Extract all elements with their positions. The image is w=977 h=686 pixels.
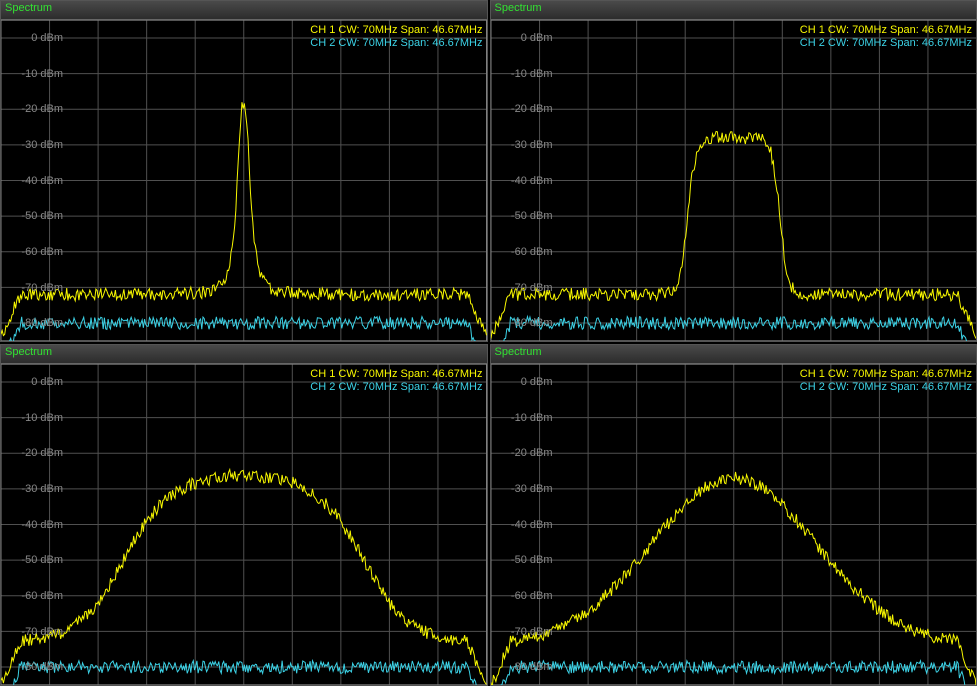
y-tick-label: -40 dBm — [21, 175, 63, 187]
legend: CH 1 CW: 70MHz Span: 46.67MHzCH 2 CW: 70… — [800, 368, 972, 394]
legend-ch2: CH 2 CW: 70MHz Span: 46.67MHz — [800, 37, 972, 50]
spectrum-panel: Spectrum 0 dBm -10 dBm -20 dBm -30 dBm -40 dB… — [0, 0, 488, 342]
y-tick-label: -80 dBm — [511, 661, 553, 673]
spectrum-panel: Spectrum 0 dBm -10 dBm -20 dBm -30 dBm -40 dB… — [490, 0, 977, 342]
legend-ch2: CH 2 CW: 70MHz Span: 46.67MHz — [310, 381, 482, 394]
y-tick-label: 0 dBm — [521, 376, 553, 388]
y-tick-label: -40 dBm — [511, 175, 553, 187]
y-tick-label: 0 dBm — [31, 376, 63, 388]
y-tick-label: -50 dBm — [21, 554, 63, 566]
legend-ch2: CH 2 CW: 70MHz Span: 46.67MHz — [800, 381, 972, 394]
y-tick-label: -20 dBm — [21, 447, 63, 459]
legend: CH 1 CW: 70MHz Span: 46.67MHzCH 2 CW: 70… — [310, 24, 482, 50]
panel-title: Spectrum — [491, 345, 977, 364]
y-tick-label: -40 dBm — [511, 519, 553, 531]
panel-title: Spectrum — [1, 345, 487, 364]
spectrum-panel: Spectrum 0 dBm -10 dBm -20 dBm -30 dBm -40 dB… — [0, 344, 488, 686]
y-tick-label: -30 dBm — [511, 139, 553, 151]
y-tick-label: -60 dBm — [21, 246, 63, 258]
plot-area: 0 dBm -10 dBm -20 dBm -30 dBm -40 dBm -50 dBm… — [1, 364, 487, 685]
y-tick-label: 0 dBm — [31, 32, 63, 44]
y-tick-label: -80 dBm — [21, 661, 63, 673]
legend-ch1: CH 1 CW: 70MHz Span: 46.67MHz — [800, 24, 972, 37]
y-tick-label: -50 dBm — [511, 554, 553, 566]
legend: CH 1 CW: 70MHz Span: 46.67MHzCH 2 CW: 70… — [310, 368, 482, 394]
y-tick-label: -10 dBm — [511, 412, 553, 424]
y-tick-label: -10 dBm — [511, 68, 553, 80]
y-tick-label: -70 dBm — [21, 626, 63, 638]
y-tick-label: -30 dBm — [511, 483, 553, 495]
legend: CH 1 CW: 70MHz Span: 46.67MHzCH 2 CW: 70… — [800, 24, 972, 50]
spectrum-panel: Spectrum 0 dBm -10 dBm -20 dBm -30 dBm -40 dB… — [490, 344, 977, 686]
y-tick-label: -20 dBm — [21, 103, 63, 115]
plot-area: 0 dBm -10 dBm -20 dBm -30 dBm -40 dBm -50 dBm… — [491, 364, 977, 685]
y-tick-label: -10 dBm — [21, 412, 63, 424]
y-tick-label: -80 dBm — [21, 317, 63, 329]
y-tick-label: -30 dBm — [21, 483, 63, 495]
legend-ch2: CH 2 CW: 70MHz Span: 46.67MHz — [310, 37, 482, 50]
y-tick-label: -60 dBm — [511, 590, 553, 602]
y-tick-label: -20 dBm — [511, 447, 553, 459]
y-tick-label: -30 dBm — [21, 139, 63, 151]
y-tick-label: -70 dBm — [21, 282, 63, 294]
y-tick-label: -60 dBm — [21, 590, 63, 602]
legend-ch1: CH 1 CW: 70MHz Span: 46.67MHz — [800, 368, 972, 381]
panel-title: Spectrum — [1, 1, 487, 20]
legend-ch1: CH 1 CW: 70MHz Span: 46.67MHz — [310, 368, 482, 381]
legend-ch1: CH 1 CW: 70MHz Span: 46.67MHz — [310, 24, 482, 37]
y-tick-label: -40 dBm — [21, 519, 63, 531]
y-tick-label: -10 dBm — [21, 68, 63, 80]
plot-area: 0 dBm -10 dBm -20 dBm -30 dBm -40 dBm -50 dBm… — [1, 20, 487, 341]
y-tick-label: -70 dBm — [511, 282, 553, 294]
panel-title: Spectrum — [491, 1, 977, 20]
y-tick-label: -60 dBm — [511, 246, 553, 258]
y-tick-label: -20 dBm — [511, 103, 553, 115]
y-tick-label: -70 dBm — [511, 626, 553, 638]
plot-area: 0 dBm -10 dBm -20 dBm -30 dBm -40 dBm -50 dBm… — [491, 20, 977, 341]
y-tick-label: -50 dBm — [511, 210, 553, 222]
y-tick-label: -80 dBm — [511, 317, 553, 329]
y-tick-label: -50 dBm — [21, 210, 63, 222]
y-tick-label: 0 dBm — [521, 32, 553, 44]
